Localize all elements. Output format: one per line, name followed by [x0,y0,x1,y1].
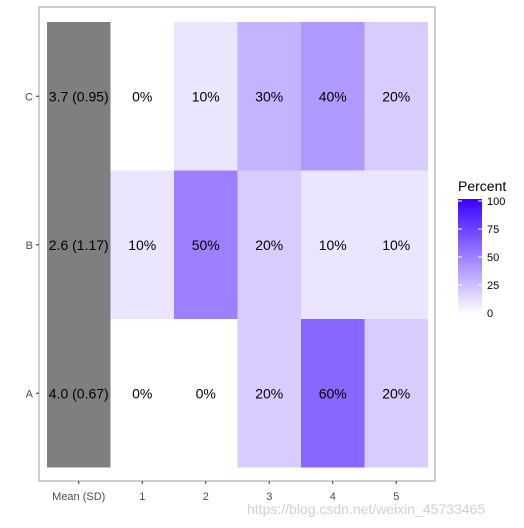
cell-label-B-3: 20% [255,237,283,253]
heat-cell-B-4 [301,170,365,319]
x-tick-label-4: 4 [330,491,336,503]
y-axis: A B C [25,91,39,400]
summary-cell-B [47,170,111,319]
legend-tick-label-2: 50 [487,252,499,264]
x-tick-label-2: 2 [203,491,209,503]
cell-label-B-4: 10% [319,237,347,253]
heat-cell-C-4 [301,22,365,171]
cell-label-C-2: 10% [192,88,220,104]
cell-label-A-1: 0% [132,385,152,401]
x-tick-label-1: 1 [139,491,145,503]
x-tick-label-3: 3 [266,491,272,503]
x-tick-label-0: Mean (SD) [52,491,105,503]
summary-cell-C [47,22,111,171]
cell-label-B-5: 10% [382,237,410,253]
heat-cell-B-1 [110,170,174,319]
heat-cell-B-2 [174,170,238,319]
legend-tick-label-0: 0 [487,308,493,320]
heat-cell-C-5 [364,22,428,171]
cell-label-C-4: 40% [319,88,347,104]
y-tick-label-A: A [26,388,34,400]
cell-label-A-3: 20% [255,385,283,401]
y-tick-label-B: B [26,240,33,252]
heat-cell-A-1 [110,319,174,468]
cell-label-C-3: 30% [255,88,283,104]
cell-label-A-2: 0% [196,385,216,401]
x-axis: Mean (SD) 1 2 3 4 5 [52,481,399,503]
cell-label-A-4: 60% [319,385,347,401]
summary-label-A: 4.0 (0.67) [49,385,109,401]
watermark-text: https://blog.csdn.net/weixin_45733465 [247,501,485,517]
cell-label-C-5: 20% [382,88,410,104]
x-tick-label-5: 5 [393,491,399,503]
heat-cell-C-1 [110,22,174,171]
heat-cell-A-4 [301,319,365,468]
heat-cell-A-3 [237,319,301,468]
legend-tick-label-3: 75 [487,224,499,236]
legend: Percent 0 25 50 75 100 [458,178,506,320]
cell-label-A-5: 20% [382,385,410,401]
heat-cell-A-5 [364,319,428,468]
heat-cell-A-2 [174,319,238,468]
cell-label-B-1: 10% [128,237,156,253]
heat-cell-C-2 [174,22,238,171]
summary-label-B: 2.6 (1.17) [49,237,109,253]
summary-label-C: 3.7 (0.95) [49,88,109,104]
legend-tick-label-4: 100 [487,196,505,208]
legend-tick-label-1: 25 [487,280,499,292]
heat-cell-C-3 [237,22,301,171]
y-tick-label-C: C [25,91,33,103]
heatmap-cells: 4.0 (0.67) 0% 0% 20% 60% 20% 2.6 (1.17) 10% 50% 2… [47,22,428,468]
heat-cell-B-3 [237,170,301,319]
heat-cell-B-5 [364,170,428,319]
summary-cell-A [47,319,111,468]
legend-title: Percent [458,178,506,194]
cell-label-B-2: 50% [192,237,220,253]
cell-label-C-1: 0% [132,88,152,104]
